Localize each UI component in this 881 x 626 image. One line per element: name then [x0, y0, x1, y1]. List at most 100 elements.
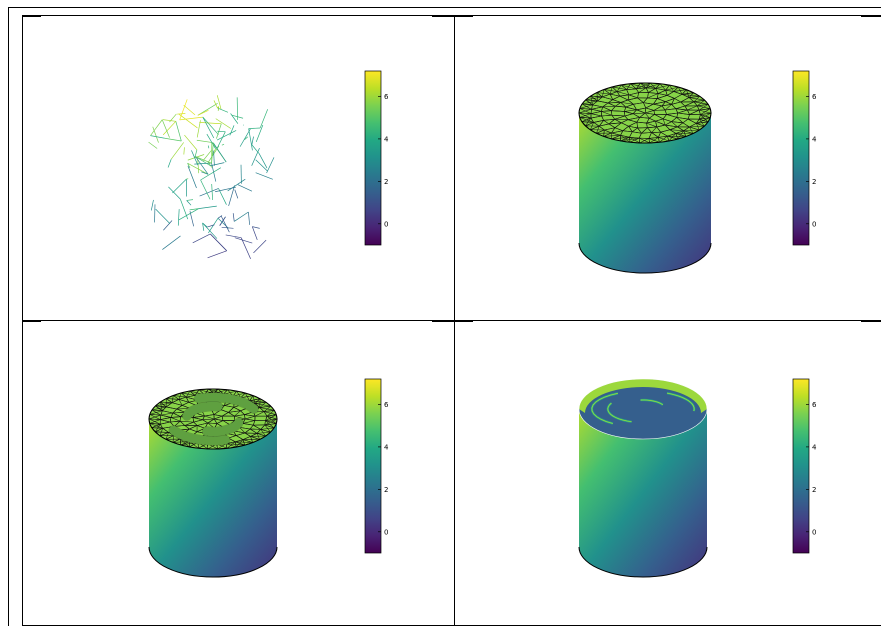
mesh-edge — [620, 130, 624, 136]
mesh-edge — [671, 121, 683, 124]
mesh-edge — [628, 126, 633, 132]
mesh-edge — [222, 420, 231, 425]
mesh-edge — [648, 92, 659, 94]
mesh-edge — [682, 122, 690, 128]
mesh-edge — [249, 428, 258, 434]
mesh-edge — [630, 83, 637, 90]
channel-wall-edge — [640, 399, 664, 406]
mesh-edge — [581, 103, 592, 110]
mesh-edge — [673, 86, 679, 92]
mesh-edge — [621, 122, 629, 127]
mesh-edge — [160, 415, 162, 420]
mesh-edge — [611, 127, 616, 134]
mesh-edge — [170, 412, 174, 418]
channel-wall-edge — [607, 402, 632, 423]
mesh-edge — [610, 93, 620, 97]
mesh-edge — [628, 92, 639, 96]
mesh-edge — [653, 101, 666, 105]
channel-outline — [193, 392, 259, 414]
mesh-edge — [602, 93, 611, 98]
mesh-edge — [654, 114, 664, 120]
mesh-edge — [248, 127, 261, 129]
mesh-edge — [160, 419, 171, 423]
colorbar-tick-label: 4 — [812, 443, 817, 451]
mesh-edge — [688, 97, 695, 103]
mesh-edge — [615, 105, 626, 108]
mesh-edge — [257, 431, 271, 434]
mesh-edge — [662, 114, 667, 120]
mesh-edge — [208, 388, 215, 394]
mesh-edge — [629, 131, 633, 138]
mesh-edge — [149, 414, 161, 416]
mesh-edge — [590, 125, 600, 131]
mesh-edge — [620, 135, 630, 138]
mesh-edge — [242, 439, 245, 446]
mesh-edge — [171, 395, 174, 403]
mesh-edge — [199, 188, 219, 197]
mesh-edge — [665, 90, 668, 96]
mesh-edge — [213, 150, 215, 166]
panel-tick-left — [455, 16, 473, 17]
mesh-edge — [633, 112, 646, 114]
mesh-edge — [177, 209, 180, 226]
mesh-edge — [264, 424, 271, 433]
mesh-edge — [665, 89, 674, 92]
mesh-edge — [612, 86, 618, 92]
mesh-edge — [636, 82, 651, 90]
mesh-edge — [666, 114, 677, 118]
mesh-edge — [699, 108, 711, 111]
mesh-edge — [230, 113, 239, 124]
mesh-edge — [610, 91, 618, 95]
colorbar-gradient — [364, 70, 382, 246]
mesh-edge — [150, 199, 154, 211]
channel-cutout — [194, 392, 259, 414]
mesh-edge — [693, 99, 705, 103]
mesh-edge — [636, 87, 647, 90]
mesh-edge — [614, 122, 622, 128]
mesh-edge — [176, 405, 183, 410]
mesh-edge — [220, 215, 230, 233]
mesh-edge — [168, 186, 181, 200]
mesh-edge — [162, 406, 167, 411]
mesh-edge — [151, 409, 162, 416]
mesh-edge — [219, 216, 226, 226]
mesh-edge — [673, 89, 687, 92]
mesh-edge — [163, 220, 173, 231]
mesh-edge — [671, 117, 677, 122]
colorbar-gradient — [792, 378, 810, 554]
plot-panel-3[interactable]: 0 2 4 6 — [22, 320, 455, 626]
mesh-edge — [216, 420, 224, 424]
mesh-edge — [234, 211, 249, 222]
mesh-edge — [149, 423, 161, 425]
mesh-edge — [164, 137, 182, 142]
mesh-edge — [602, 96, 613, 100]
mesh-edge — [260, 429, 266, 437]
colorbar: 0 2 4 6 — [364, 378, 389, 554]
mesh-edge — [633, 102, 644, 105]
mesh-edge — [658, 137, 660, 143]
plot-panel-1[interactable]: 0 2 4 6 — [22, 15, 455, 321]
mesh-edge — [170, 420, 181, 423]
plot-panel-2[interactable]: 0 2 4 6 — [454, 15, 881, 321]
mesh-edge — [264, 410, 275, 412]
mesh-edge — [687, 105, 698, 111]
mesh-edge — [601, 110, 612, 112]
mesh-edge — [148, 418, 161, 425]
mesh-edge — [196, 139, 213, 143]
mesh-edge — [579, 117, 594, 123]
mesh-edge — [655, 120, 666, 126]
mesh-edge — [215, 118, 232, 129]
mesh-edge — [187, 162, 209, 175]
mesh-edge — [242, 423, 254, 426]
mesh-edge — [264, 420, 266, 425]
mesh-edge — [627, 94, 630, 100]
plot-panel-4[interactable]: 0 2 4 6 — [454, 320, 881, 626]
mesh-edge — [629, 137, 640, 139]
mesh-edge — [699, 118, 705, 127]
mesh-edge — [185, 397, 190, 403]
mesh-edge — [661, 104, 672, 107]
colorbar-tick-label: 4 — [384, 135, 389, 143]
mesh-edge — [251, 226, 258, 241]
mesh-edge — [213, 389, 228, 394]
mesh-edge — [591, 104, 593, 110]
